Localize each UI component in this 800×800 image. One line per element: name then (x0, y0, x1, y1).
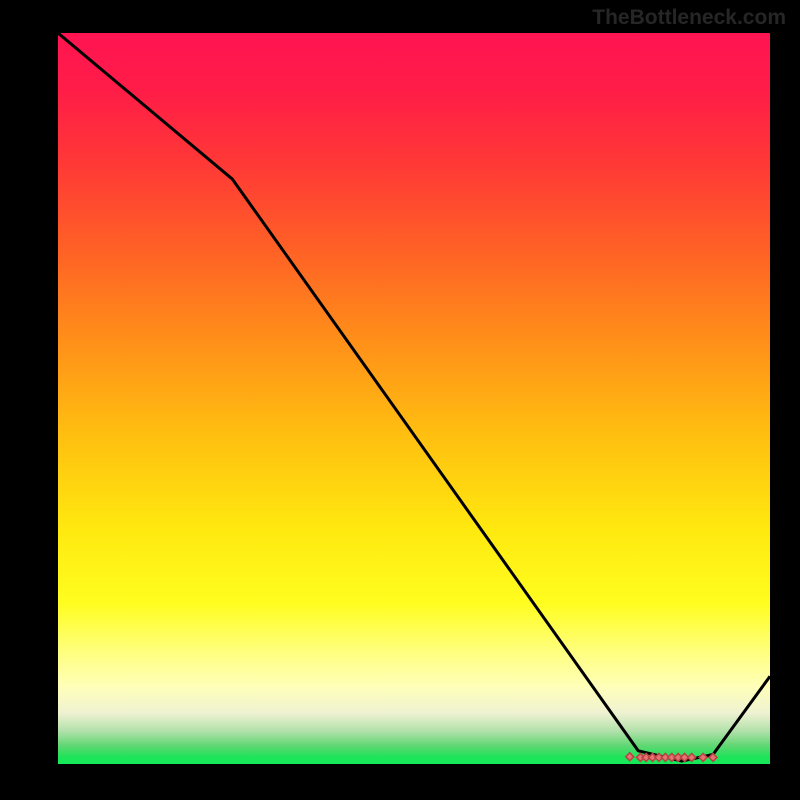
marker-point (626, 753, 634, 761)
marker-group (626, 753, 717, 762)
plot-area (58, 33, 770, 764)
chart-root: TheBottleneck.com (0, 0, 800, 800)
plot-overlay (58, 33, 770, 764)
watermark-text: TheBottleneck.com (592, 6, 786, 30)
data-line (58, 33, 770, 761)
